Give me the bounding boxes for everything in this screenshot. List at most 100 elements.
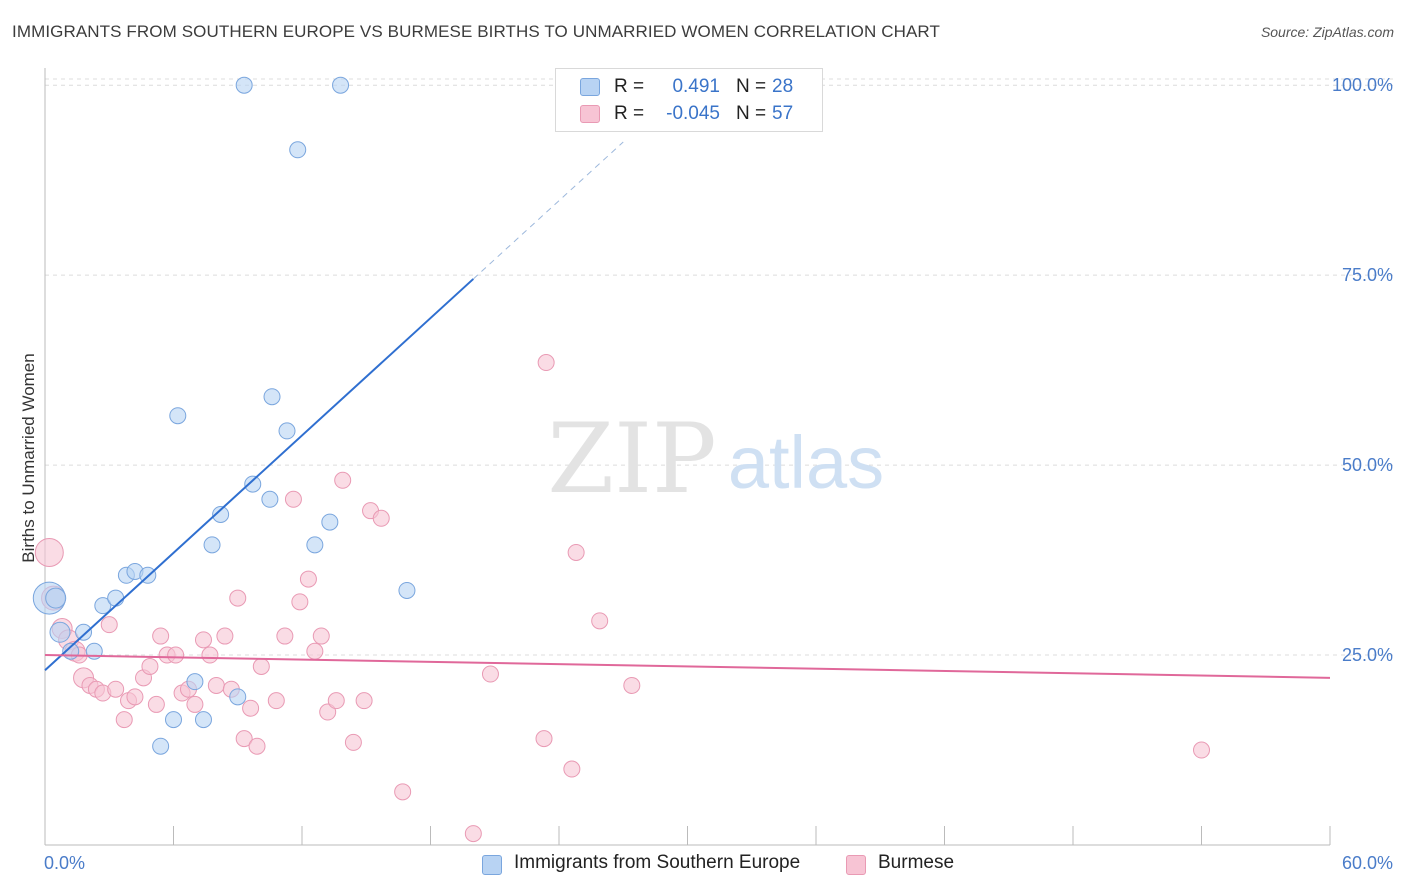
data-point-southern-europe: [321, 513, 339, 531]
data-point-burmese: [327, 692, 345, 710]
data-point-southern-europe: [235, 76, 253, 94]
data-point-burmese: [167, 646, 185, 664]
legend-r-label: R =: [614, 103, 645, 124]
data-point-burmese: [535, 730, 553, 748]
data-point-burmese: [207, 676, 225, 694]
data-point-burmese: [126, 688, 144, 706]
x-tick-label-max: 60.0%: [1342, 853, 1393, 873]
data-point-southern-europe: [332, 76, 350, 94]
data-point-southern-europe: [94, 597, 112, 615]
legend-row-burmese: R = -0.045 N = 57: [556, 100, 822, 126]
data-point-southern-europe: [152, 737, 170, 755]
data-point-southern-europe: [306, 536, 324, 554]
data-point-burmese: [252, 657, 270, 675]
data-point-southern-europe: [278, 422, 296, 440]
data-point-burmese: [1193, 741, 1210, 759]
source-credit: Source: ZipAtlas.com: [1260, 24, 1394, 40]
data-point-burmese: [248, 737, 266, 755]
bottom-legend-label: Immigrants from Southern Europe: [514, 852, 801, 873]
data-point-southern-europe: [263, 388, 281, 406]
data-point-southern-europe: [203, 536, 221, 554]
data-point-burmese: [229, 589, 247, 607]
axes: [44, 68, 1331, 846]
y-tick-labels: 25.0% 50.0% 75.0% 100.0%: [1332, 75, 1393, 665]
data-point-burmese: [107, 680, 125, 698]
bottom-legend-swatch-burmese: [846, 855, 866, 875]
y-tick-label: 25.0%: [1342, 645, 1393, 665]
data-point-southern-europe: [398, 581, 416, 599]
y-tick-label: 50.0%: [1342, 455, 1393, 475]
data-point-burmese: [291, 593, 309, 611]
data-point-southern-europe: [165, 711, 182, 729]
data-point-burmese: [267, 692, 285, 710]
legend-r-label: R =: [614, 76, 645, 97]
data-point-burmese: [372, 509, 390, 527]
grid-lines: [45, 78, 1393, 656]
data-point-southern-europe: [169, 407, 187, 425]
data-point-southern-europe: [229, 688, 247, 706]
data-point-burmese: [242, 699, 260, 717]
data-point-burmese: [344, 733, 362, 751]
legend-r-value: -0.045: [666, 103, 720, 124]
data-point-burmese: [394, 783, 412, 801]
trend-lines: [44, 141, 1331, 679]
data-point-burmese: [152, 627, 170, 645]
data-point-burmese: [537, 354, 555, 372]
data-point-southern-europe: [194, 711, 212, 729]
trend-line-southern-europe: [44, 278, 475, 671]
legend-swatch-southern-europe: [580, 78, 600, 96]
trend-line-southern-europe-extension: [472, 141, 624, 280]
legend-n-value: 57: [772, 103, 794, 124]
x-tick-label-min: 0.0%: [44, 853, 85, 873]
series-southern-europe-points: [32, 76, 416, 755]
data-point-burmese: [141, 657, 159, 675]
data-point-burmese: [563, 760, 581, 778]
data-point-burmese: [334, 471, 352, 489]
watermark: ZIP atlas: [547, 403, 884, 515]
data-point-southern-europe: [212, 505, 230, 523]
data-point-southern-europe: [107, 589, 125, 607]
data-point-burmese: [319, 703, 337, 721]
data-point-burmese: [194, 631, 212, 649]
chart-title: IMMIGRANTS FROM SOUTHERN EUROPE VS BURME…: [12, 22, 940, 41]
data-point-burmese: [100, 616, 118, 634]
data-point-burmese: [216, 627, 234, 645]
trend-line-burmese: [44, 654, 1331, 679]
data-point-southern-europe: [289, 141, 307, 159]
y-tick-label: 75.0%: [1342, 265, 1393, 285]
legend-swatch-burmese: [580, 105, 600, 123]
data-point-burmese: [312, 627, 330, 645]
legend-r-value: 0.491: [672, 76, 720, 97]
data-point-burmese: [186, 695, 204, 713]
data-point-burmese: [235, 730, 253, 748]
data-point-burmese: [34, 537, 64, 567]
bottom-legend-label: Burmese: [878, 852, 955, 873]
correlation-legend: R = 0.491 N = 28 R = -0.045 N = 57: [555, 68, 823, 132]
y-tick-label: 100.0%: [1332, 75, 1393, 95]
legend-row-southern-europe: R = 0.491 N = 28: [556, 73, 822, 99]
bottom-legend-swatch-southern-europe: [482, 855, 502, 875]
watermark-atlas: atlas: [728, 421, 884, 504]
data-point-burmese: [306, 642, 324, 660]
data-point-burmese: [464, 825, 482, 843]
data-point-burmese: [115, 711, 133, 729]
y-axis-label: Births to Unmarried Women: [19, 353, 38, 562]
data-point-burmese: [201, 646, 219, 664]
data-point-southern-europe: [45, 587, 67, 609]
legend-n-value: 28: [772, 76, 794, 97]
data-point-southern-europe: [75, 623, 93, 641]
data-point-burmese: [147, 695, 165, 713]
data-point-burmese: [284, 490, 302, 508]
data-point-burmese: [276, 627, 294, 645]
legend-n-label: N =: [736, 103, 767, 124]
data-point-southern-europe: [49, 621, 71, 643]
data-point-burmese: [299, 570, 317, 588]
data-point-southern-europe: [186, 673, 204, 691]
data-point-southern-europe: [244, 475, 262, 493]
data-point-burmese: [481, 665, 499, 683]
watermark-zip: ZIP: [547, 403, 716, 515]
data-point-burmese: [591, 612, 609, 630]
legend-n-label: N =: [736, 76, 767, 97]
data-point-burmese: [355, 692, 373, 710]
